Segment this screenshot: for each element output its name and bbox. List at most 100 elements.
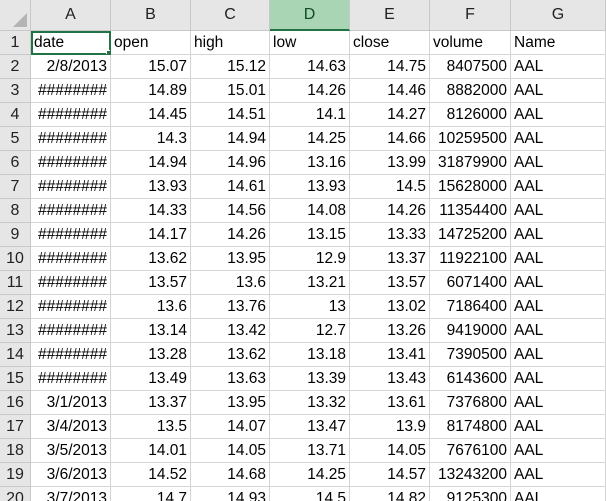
cell[interactable]: 14.3: [111, 127, 191, 151]
cell[interactable]: AAL: [511, 295, 606, 319]
header-cell[interactable]: close: [350, 31, 430, 55]
cell[interactable]: 13.37: [350, 247, 430, 271]
cell[interactable]: AAL: [511, 223, 606, 247]
cell[interactable]: 13.63: [191, 367, 270, 391]
column-header-d[interactable]: D: [270, 0, 350, 31]
row-header[interactable]: 19: [0, 463, 31, 487]
cell[interactable]: 8174800: [430, 415, 511, 439]
column-header-a[interactable]: A: [31, 0, 111, 31]
header-cell[interactable]: Name: [511, 31, 606, 55]
cell[interactable]: 10259500: [430, 127, 511, 151]
cell[interactable]: 13.43: [350, 367, 430, 391]
cell[interactable]: 14.26: [191, 223, 270, 247]
cell[interactable]: 6143600: [430, 367, 511, 391]
cell[interactable]: 7390500: [430, 343, 511, 367]
column-header-f[interactable]: F: [430, 0, 511, 31]
cell[interactable]: 13.33: [350, 223, 430, 247]
cell[interactable]: 14.45: [111, 103, 191, 127]
cell[interactable]: 14.25: [270, 127, 350, 151]
cell[interactable]: 14.05: [350, 439, 430, 463]
cell[interactable]: 14.05: [191, 439, 270, 463]
cell[interactable]: 6071400: [430, 271, 511, 295]
row-header[interactable]: 9: [0, 223, 31, 247]
row-header[interactable]: 20: [0, 487, 31, 501]
cell[interactable]: 8882000: [430, 79, 511, 103]
cell[interactable]: ########: [31, 199, 111, 223]
cell[interactable]: 13.21: [270, 271, 350, 295]
cell[interactable]: 14.26: [350, 199, 430, 223]
cell[interactable]: 14.5: [270, 487, 350, 501]
row-header[interactable]: 4: [0, 103, 31, 127]
cell[interactable]: AAL: [511, 103, 606, 127]
cell[interactable]: 14.51: [191, 103, 270, 127]
cell[interactable]: 15.12: [191, 55, 270, 79]
cell[interactable]: 14725200: [430, 223, 511, 247]
cell[interactable]: AAL: [511, 127, 606, 151]
cell[interactable]: 14.26: [270, 79, 350, 103]
cell[interactable]: 7186400: [430, 295, 511, 319]
cell[interactable]: 14.61: [191, 175, 270, 199]
row-header[interactable]: 15: [0, 367, 31, 391]
header-cell[interactable]: high: [191, 31, 270, 55]
cell[interactable]: 14.94: [111, 151, 191, 175]
cell[interactable]: ########: [31, 79, 111, 103]
cell[interactable]: 14.46: [350, 79, 430, 103]
cell[interactable]: 14.5: [350, 175, 430, 199]
cell[interactable]: 14.17: [111, 223, 191, 247]
cell[interactable]: AAL: [511, 175, 606, 199]
row-header[interactable]: 16: [0, 391, 31, 415]
cell[interactable]: 14.25: [270, 463, 350, 487]
cell[interactable]: AAL: [511, 271, 606, 295]
cell[interactable]: 13.15: [270, 223, 350, 247]
cell[interactable]: 13.37: [111, 391, 191, 415]
cell[interactable]: 13.26: [350, 319, 430, 343]
cell[interactable]: 13.9: [350, 415, 430, 439]
cell[interactable]: AAL: [511, 487, 606, 501]
cell[interactable]: AAL: [511, 319, 606, 343]
cell[interactable]: 13.93: [270, 175, 350, 199]
cell[interactable]: 14.75: [350, 55, 430, 79]
row-header[interactable]: 11: [0, 271, 31, 295]
cell[interactable]: 13.95: [191, 391, 270, 415]
select-all-button[interactable]: [0, 0, 31, 31]
cell[interactable]: 13.16: [270, 151, 350, 175]
row-header[interactable]: 8: [0, 199, 31, 223]
cell[interactable]: 3/1/2013: [31, 391, 111, 415]
cell[interactable]: 13.93: [111, 175, 191, 199]
cell[interactable]: ########: [31, 151, 111, 175]
cell[interactable]: AAL: [511, 199, 606, 223]
cell[interactable]: AAL: [511, 391, 606, 415]
cell[interactable]: 13.32: [270, 391, 350, 415]
row-header[interactable]: 13: [0, 319, 31, 343]
cell[interactable]: AAL: [511, 415, 606, 439]
cell[interactable]: 13243200: [430, 463, 511, 487]
cell[interactable]: 13.99: [350, 151, 430, 175]
row-header[interactable]: 14: [0, 343, 31, 367]
cell[interactable]: 14.66: [350, 127, 430, 151]
cell[interactable]: 31879900: [430, 151, 511, 175]
column-header-b[interactable]: B: [111, 0, 191, 31]
cell[interactable]: ########: [31, 367, 111, 391]
column-header-c[interactable]: C: [191, 0, 270, 31]
header-cell[interactable]: low: [270, 31, 350, 55]
row-header[interactable]: 7: [0, 175, 31, 199]
cell[interactable]: 14.93: [191, 487, 270, 501]
cell[interactable]: 15.07: [111, 55, 191, 79]
cell[interactable]: 13.71: [270, 439, 350, 463]
cell[interactable]: 13: [270, 295, 350, 319]
cell[interactable]: 7676100: [430, 439, 511, 463]
cell[interactable]: 13.28: [111, 343, 191, 367]
cell[interactable]: 13.18: [270, 343, 350, 367]
cell[interactable]: AAL: [511, 463, 606, 487]
cell[interactable]: 3/4/2013: [31, 415, 111, 439]
column-header-g[interactable]: G: [511, 0, 606, 31]
cell[interactable]: AAL: [511, 55, 606, 79]
row-header[interactable]: 12: [0, 295, 31, 319]
cell[interactable]: 11354400: [430, 199, 511, 223]
cell[interactable]: ########: [31, 175, 111, 199]
cell[interactable]: 8407500: [430, 55, 511, 79]
cell[interactable]: 14.68: [191, 463, 270, 487]
cell[interactable]: AAL: [511, 247, 606, 271]
row-header[interactable]: 5: [0, 127, 31, 151]
cell[interactable]: 14.96: [191, 151, 270, 175]
